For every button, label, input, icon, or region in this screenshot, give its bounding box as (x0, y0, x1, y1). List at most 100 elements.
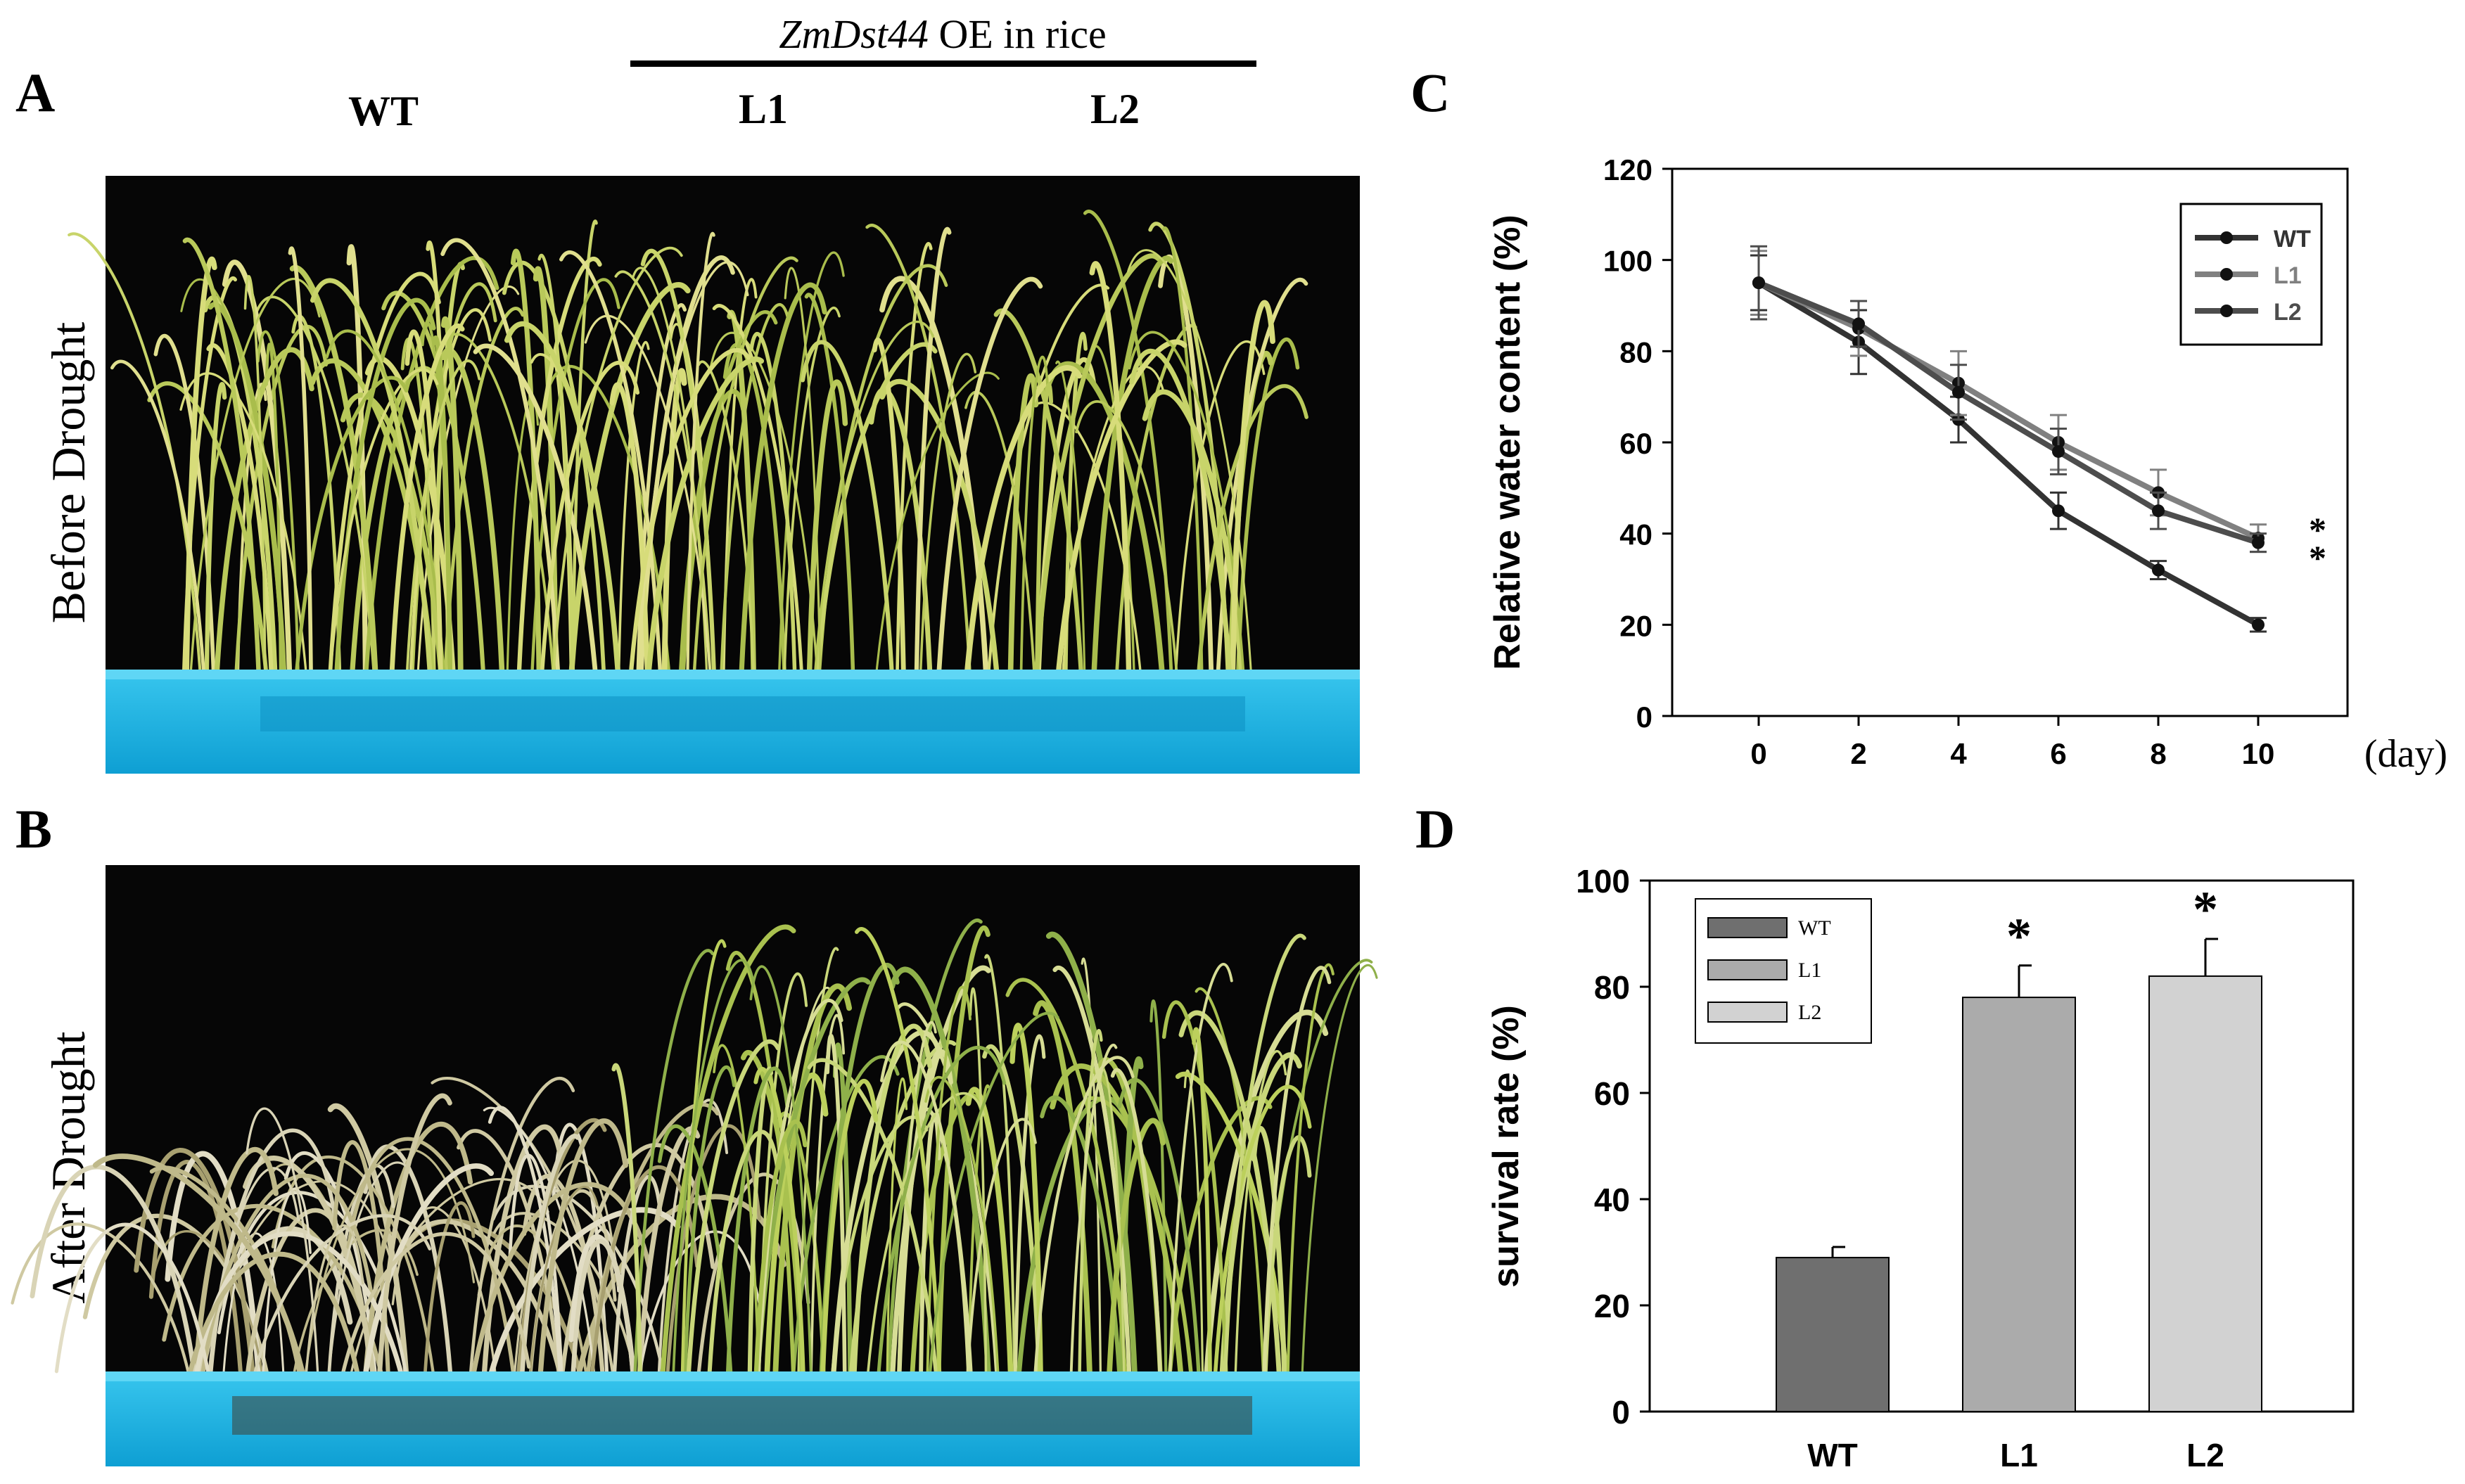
chart-c-point (2052, 444, 2065, 458)
rice-leaf (246, 1214, 432, 1409)
chart-c-x-tick-label: 0 (1750, 737, 1766, 770)
transgene-header: ZmDst44 OE in rice (779, 11, 1107, 57)
rice-leaf (657, 1124, 734, 1409)
rice-leaf (885, 919, 983, 1409)
rice-leaf (850, 1023, 933, 1409)
chart-d-bar-group-wt: WT (1776, 1246, 1890, 1473)
chart-c-point (2152, 504, 2165, 518)
rice-leaf (1233, 1050, 1287, 1408)
rice-leaf (752, 1119, 808, 1409)
rice-leaf (965, 1087, 1014, 1409)
rice-leaf (1105, 1118, 1166, 1409)
rice-leaf (302, 1224, 364, 1408)
rice-leaf (609, 382, 651, 713)
chart-c-y-tick-label: 120 (1603, 153, 1652, 186)
chart-c-y-axis-label: Relative water content (%) (1487, 215, 1528, 670)
rice-leaf (611, 1175, 663, 1409)
rice-leaf (180, 1251, 366, 1409)
rice-leaf (637, 255, 735, 713)
chart-d-legend-swatch-wt (1707, 917, 1788, 938)
chart-c-point (1852, 317, 1865, 331)
rice-leaf (407, 308, 492, 712)
chart-c-y-tick-label: 60 (1619, 427, 1652, 460)
rice-leaf (566, 282, 691, 713)
rice-leaf (924, 1076, 1001, 1408)
rice-leaf (1077, 1029, 1103, 1409)
rice-leaf (749, 965, 813, 1408)
rice-leaf (805, 379, 848, 713)
chart-d-x-tick-label: WT (1807, 1437, 1858, 1473)
rice-leaf (511, 1159, 619, 1408)
rice-leaf (1162, 226, 1204, 712)
chart-d-y-ticks: 0 20 40 60 80 100 (1576, 863, 1650, 1431)
rice-leaf (334, 1232, 531, 1409)
chart-d-legend-label-l1: L1 (1798, 959, 1821, 982)
rice-leaf (684, 1039, 780, 1409)
rice-leaf (1110, 1068, 1164, 1409)
chart-c-x-tick-label: 8 (2150, 737, 2166, 770)
rice-leaf (1285, 963, 1335, 1408)
rice-leaf (1117, 1077, 1203, 1409)
rice-leaf (310, 278, 435, 713)
rice-leaf (964, 390, 1038, 712)
rice-leaf (819, 1078, 879, 1409)
rice-leaf (616, 340, 650, 712)
rice-leaf (755, 998, 843, 1409)
rice-leaf (147, 381, 272, 712)
rice-leaf (725, 1066, 790, 1409)
rice-leaf (182, 237, 262, 713)
chart-d-y-tick-label: 40 (1594, 1182, 1630, 1218)
chart-d-legend-label-wt: WT (1798, 916, 1831, 940)
rice-leaf (1194, 384, 1308, 712)
rice-leaf (908, 1093, 986, 1409)
rice-leaf (611, 1063, 643, 1409)
chart-c-line-l1 (1757, 280, 2260, 541)
col-label-l2: L2 (1090, 86, 1140, 132)
rice-leaf (784, 267, 822, 712)
chart-c-x-tick-label: 4 (1950, 737, 1967, 770)
chart-c-y-tick-label: 40 (1619, 518, 1652, 551)
chart-d-legend-label-l2: L2 (1798, 1001, 1821, 1024)
chart-d-legend-swatch-l2 (1707, 1002, 1788, 1023)
rice-leaf (204, 382, 227, 713)
chart-c-y-ticks: 0 20 40 60 80 100 120 (1603, 153, 1672, 734)
rice-leaf (332, 298, 436, 713)
rice-leaf (1299, 964, 1378, 1408)
rice-leaf (886, 1077, 908, 1408)
chart-c-y-tick-label: 100 (1603, 245, 1652, 278)
rice-leaf (440, 316, 464, 713)
chart-d-y-axis-label: survival rate (%) (1486, 1005, 1527, 1288)
rice-leaf (1211, 1085, 1312, 1409)
rice-leaf (913, 226, 952, 713)
rice-leaf (404, 359, 481, 712)
plants-after-drought (11, 919, 1378, 1409)
rice-leaf (260, 1187, 312, 1408)
rice-leaf (222, 260, 293, 713)
rice-leaf (712, 304, 805, 712)
rice-leaf (325, 1161, 426, 1408)
rice-leaf (549, 246, 683, 712)
rice-leaf (510, 248, 542, 713)
rice-leaf (1222, 933, 1306, 1409)
rice-leaf (961, 365, 1083, 713)
rice-leaf (110, 359, 208, 712)
rice-leaf (1055, 360, 1087, 712)
chart-d-legend: WT L1 L2 (1695, 898, 1872, 1044)
rice-leaf (775, 1111, 827, 1409)
chart-d-x-tick-label: L1 (2000, 1437, 2038, 1473)
rice-leaf (685, 231, 715, 712)
chart-c-legend-label-wt: WT (2274, 226, 2311, 252)
rice-leaf (812, 342, 938, 713)
photo-after-drought (11, 865, 1378, 1466)
chart-d-legend-entries: WT L1 L2 (1707, 916, 1831, 1024)
rice-leaf (642, 356, 765, 713)
rice-leaf (243, 275, 267, 712)
tray-b-rim (106, 1371, 1360, 1381)
rice-leaf (535, 1118, 628, 1409)
col-label-l1: L1 (739, 86, 788, 132)
rice-leaf (165, 1151, 264, 1409)
rice-leaf (571, 1239, 638, 1409)
rice-leaf (1229, 300, 1275, 713)
tray-a-inner (260, 696, 1245, 731)
chart-c-point (2052, 504, 2065, 518)
